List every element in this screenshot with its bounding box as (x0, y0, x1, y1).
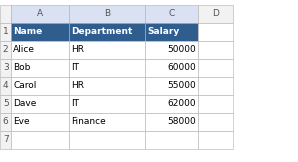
Bar (145, 23, 198, 41)
Bar (145, 5, 198, 23)
Bar (145, 41, 198, 59)
Text: D: D (212, 9, 219, 18)
Text: 55000: 55000 (167, 81, 196, 90)
Bar (198, 59, 233, 77)
Text: Eve: Eve (13, 117, 30, 126)
Bar (198, 5, 233, 23)
Bar (198, 41, 233, 59)
Text: IT: IT (72, 63, 80, 72)
Text: Bob: Bob (13, 63, 31, 72)
Bar (69, 131, 145, 149)
Bar (11, 77, 69, 95)
Bar (11, 41, 69, 59)
Text: Carol: Carol (13, 81, 37, 90)
Text: Dave: Dave (13, 99, 37, 108)
Bar (11, 59, 69, 77)
Bar (11, 113, 69, 131)
Bar (69, 95, 145, 113)
Bar (145, 113, 198, 131)
Text: 1: 1 (3, 27, 9, 36)
Text: 6: 6 (3, 117, 9, 126)
Text: 50000: 50000 (167, 45, 196, 54)
Bar (11, 95, 69, 113)
Bar (11, 5, 69, 23)
Bar (198, 113, 233, 131)
Bar (0, 5, 11, 23)
Bar (69, 5, 145, 23)
Text: 60000: 60000 (167, 63, 196, 72)
Bar (145, 59, 198, 77)
Bar (0, 131, 11, 149)
Bar (145, 131, 198, 149)
Bar (145, 95, 198, 113)
Text: 2: 2 (3, 45, 8, 54)
Bar (198, 77, 233, 95)
Bar (0, 113, 11, 131)
Text: A: A (37, 9, 44, 18)
Text: 7: 7 (3, 135, 9, 144)
Text: 58000: 58000 (167, 117, 196, 126)
Bar (69, 77, 145, 95)
Bar (69, 41, 145, 59)
Bar (145, 77, 198, 95)
Bar (0, 41, 11, 59)
Bar (69, 59, 145, 77)
Text: 4: 4 (3, 81, 8, 90)
Text: 62000: 62000 (167, 99, 196, 108)
Text: HR: HR (72, 81, 85, 90)
Bar (0, 59, 11, 77)
Bar (69, 23, 145, 41)
Text: C: C (168, 9, 175, 18)
Text: 5: 5 (3, 99, 9, 108)
Text: Salary: Salary (148, 27, 180, 36)
Bar (11, 131, 69, 149)
Text: HR: HR (72, 45, 85, 54)
Bar (0, 95, 11, 113)
Text: Name: Name (13, 27, 43, 36)
Text: 3: 3 (3, 63, 9, 72)
Bar (0, 77, 11, 95)
Text: Alice: Alice (13, 45, 35, 54)
Bar (198, 95, 233, 113)
Text: IT: IT (72, 99, 80, 108)
Text: Department: Department (72, 27, 133, 36)
Text: B: B (104, 9, 111, 18)
Text: Finance: Finance (72, 117, 106, 126)
Bar (198, 23, 233, 41)
Bar (198, 131, 233, 149)
Bar (69, 113, 145, 131)
Bar (0, 23, 11, 41)
Bar (11, 23, 69, 41)
